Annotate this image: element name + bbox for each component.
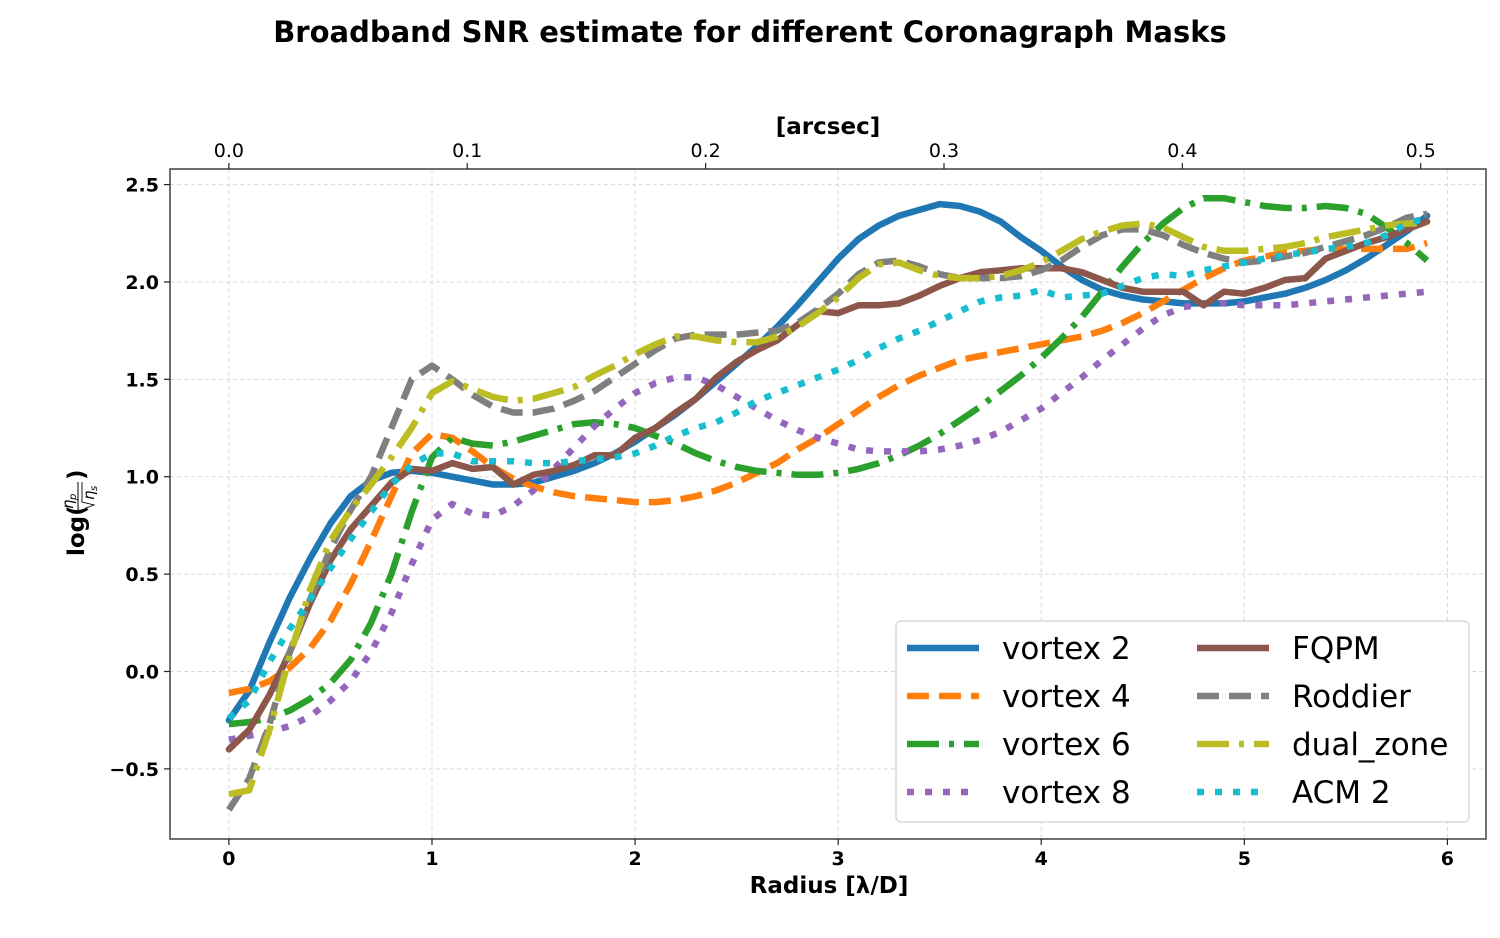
top-tick-label: 0.1 xyxy=(452,140,482,162)
y-tick-label: 2.5 xyxy=(125,175,159,197)
series-line-acm-2 xyxy=(226,214,1428,721)
legend-label: Roddier xyxy=(1292,679,1411,715)
legend-label: vortex 2 xyxy=(1002,631,1131,667)
series-lines xyxy=(225,194,1431,812)
y-label-numerator: η xyxy=(59,499,77,509)
x-tick-label: 6 xyxy=(1441,848,1454,870)
x-axis-top: 0.0 0.1 0.2 0.3 0.4 0.5 xyxy=(214,140,1436,169)
y-tick-label: 2.0 xyxy=(125,272,159,294)
y-tick-label: 1.5 xyxy=(125,369,159,391)
y-label-denominator: η xyxy=(80,490,98,500)
series-line-dual-zone xyxy=(228,220,1428,798)
legend-label: vortex 6 xyxy=(1002,727,1131,763)
legend-label: dual_zone xyxy=(1292,727,1448,763)
plot-frame xyxy=(169,168,1487,840)
x-tick-label: 2 xyxy=(628,848,641,870)
x-axis-bottom: 0 1 2 3 4 5 6 xyxy=(222,839,1454,870)
y-tick-label: 0.5 xyxy=(125,564,159,586)
legend-label: vortex 4 xyxy=(1002,679,1131,715)
x-tick-label: 0 xyxy=(222,848,235,870)
legend-label: vortex 8 xyxy=(1002,775,1131,811)
series-line-roddier xyxy=(226,210,1428,812)
legend: vortex 2 vortex 4 vortex 6 vortex 8 FQPM Rodd… xyxy=(895,620,1470,823)
x-tick-label: 4 xyxy=(1035,848,1048,870)
x-tick-label: 3 xyxy=(832,848,845,870)
top-tick-label: 0.4 xyxy=(1167,140,1197,162)
series-line-fqpm xyxy=(225,218,1431,753)
y-axis-left: −0.5 0.0 0.5 1.0 1.5 2.0 2.5 xyxy=(109,175,170,781)
y-tick-label: 0.0 xyxy=(125,662,159,684)
y-label-prefix: log( xyxy=(64,505,90,556)
legend-label: FQPM xyxy=(1292,631,1380,667)
y-axis-label: log( η p η s ) xyxy=(59,469,100,556)
series-line-vortex-6 xyxy=(228,194,1430,728)
y-label-suffix: ) xyxy=(64,469,90,480)
top-tick-label: 0.5 xyxy=(1406,140,1436,162)
x-axis-label: Radius [λ/D] xyxy=(750,873,909,899)
top-tick-label: 0.0 xyxy=(214,140,244,162)
y-label-denominator-sub: s xyxy=(89,486,100,491)
y-label-numerator-sub: p xyxy=(68,494,79,501)
x-tick-label: 5 xyxy=(1238,848,1251,870)
top-tick-label: 0.3 xyxy=(929,140,959,162)
y-tick-label: 1.0 xyxy=(125,467,159,489)
legend-label: ACM 2 xyxy=(1292,775,1391,811)
y-tick-label: −0.5 xyxy=(109,759,159,781)
series-line-vortex-8 xyxy=(228,288,1428,743)
top-tick-label: 0.2 xyxy=(691,140,721,162)
secondary-x-axis-label: [arcsec] xyxy=(776,114,880,140)
series-line-vortex-4 xyxy=(228,239,1429,697)
legend-box xyxy=(895,620,1470,823)
x-tick-label: 1 xyxy=(425,848,438,870)
chart-title: Broadband SNR estimate for different Cor… xyxy=(273,15,1227,49)
